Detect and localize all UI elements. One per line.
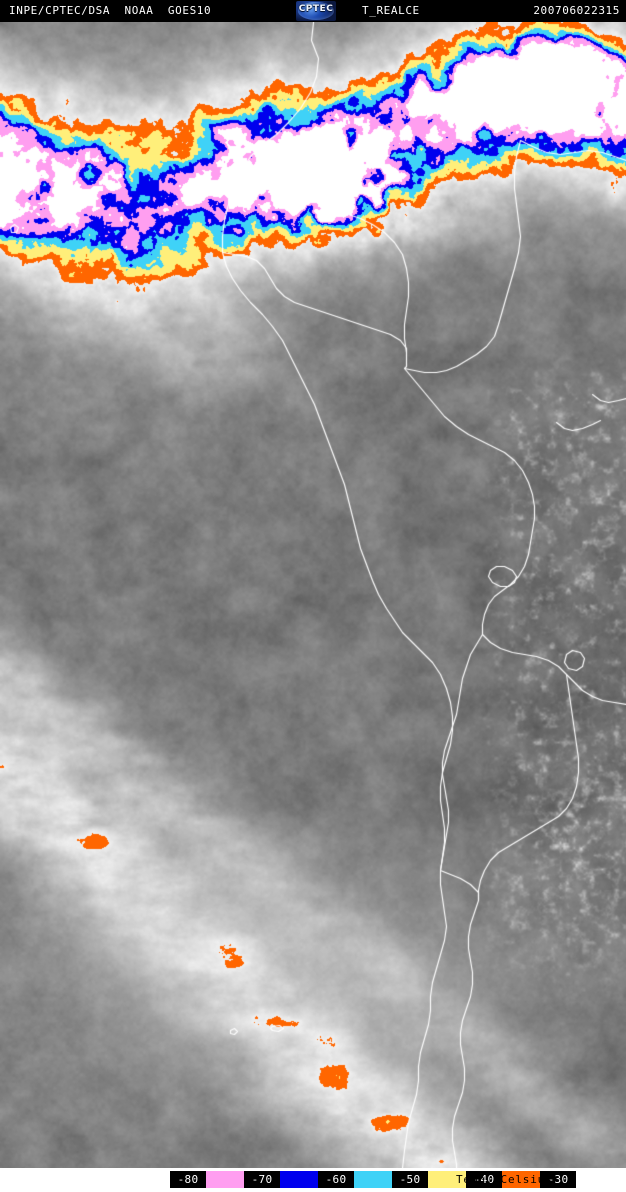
orange-swatch: [502, 1171, 540, 1188]
header-bar: INPE/CPTEC/DSA NOAA GOES10 CPTEC T_REALC…: [0, 0, 626, 22]
legend-color-bar: -80 -70 -60 -50 -40 -30: [170, 1171, 576, 1188]
legend-tick-minus80: -80: [170, 1171, 206, 1188]
header-product-label: T_REALCE: [362, 4, 420, 17]
header-source-label: INPE/CPTEC/DSA NOAA GOES10: [9, 4, 212, 17]
legend-tick-minus60: -60: [318, 1171, 354, 1188]
pink-swatch: [206, 1171, 244, 1188]
legend-tick-minus30: -30: [540, 1171, 576, 1188]
satellite-image-canvas[interactable]: [0, 22, 626, 1168]
yellow-swatch: [428, 1171, 466, 1188]
cptec-logo[interactable]: CPTEC: [296, 1, 336, 21]
cyan-swatch: [354, 1171, 392, 1188]
legend-tick-minus50: -50: [392, 1171, 428, 1188]
blue-swatch: [280, 1171, 318, 1188]
legend-units-label: Temp. Celsius: [456, 1173, 553, 1186]
header-timestamp: 200706022315: [533, 4, 620, 17]
satellite-image[interactable]: [0, 22, 626, 1168]
legend-tick-minus40: -40: [466, 1171, 502, 1188]
globe-icon: [298, 2, 334, 20]
cptec-logo-label: CPTEC: [298, 4, 334, 14]
color-legend: -80 -70 -60 -50 -40 -30 Temp. Celsius: [0, 1168, 626, 1192]
legend-tick-minus70: -70: [244, 1171, 280, 1188]
